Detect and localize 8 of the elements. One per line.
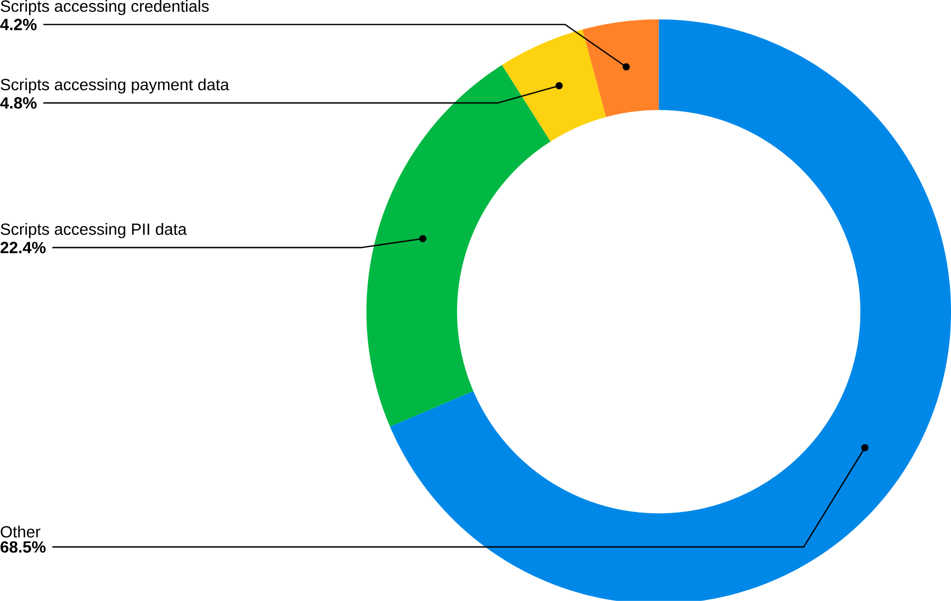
- data-label: 68.5%: [0, 541, 46, 553]
- slice-label: Other: [0, 526, 40, 538]
- slice-label: Scripts accessing credentials: [0, 0, 209, 16]
- data-label: 4.8%: [0, 97, 37, 109]
- data-label: 4.2%: [0, 18, 37, 30]
- slice-label: Scripts accessing payment data: [0, 78, 230, 94]
- data-label: 22.4%: [0, 242, 46, 254]
- slice-label: Scripts accessing PII data: [0, 223, 187, 238]
